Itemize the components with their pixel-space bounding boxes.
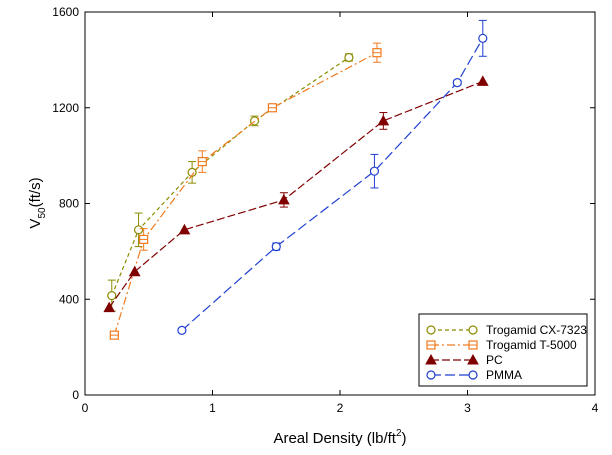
y-tick-label: 1600 — [52, 5, 79, 19]
legend-marker — [426, 370, 436, 380]
legend-marker — [468, 325, 478, 335]
legend-marker — [425, 353, 437, 365]
legend-marker — [468, 370, 478, 380]
y-tick-label: 400 — [59, 292, 79, 306]
legend-entry: PC — [425, 353, 503, 367]
x-tick-label: 4 — [592, 401, 599, 415]
data-point — [271, 241, 281, 252]
legend-label: PMMA — [486, 368, 522, 382]
series-line — [108, 80, 484, 308]
legend-marker — [426, 340, 436, 350]
x-tick-label: 3 — [464, 401, 471, 415]
data-point — [344, 52, 354, 63]
data-point — [139, 234, 149, 245]
series-layer — [103, 19, 489, 340]
x-tick-label: 0 — [82, 401, 89, 415]
data-point — [278, 193, 290, 205]
legend-entry: PMMA — [426, 368, 522, 382]
legend-marker — [426, 325, 436, 335]
series-0 — [107, 52, 354, 312]
data-point — [107, 291, 117, 301]
series-line — [181, 38, 484, 331]
data-point — [476, 75, 489, 86]
data-point — [452, 78, 462, 88]
data-point — [103, 301, 116, 313]
data-point — [133, 225, 144, 235]
legend-label: Trogamid T-5000 — [486, 338, 577, 352]
legend-entry: Trogamid CX-7323 — [426, 323, 587, 337]
x-tick-label: 1 — [209, 401, 216, 415]
axis-ticks: 0 1 2 3 4 0 400 800 1200 1600 — [52, 5, 598, 415]
data-point — [128, 265, 141, 277]
series-2 — [103, 75, 489, 313]
x-tick-label: 2 — [337, 401, 344, 415]
legend-marker — [467, 353, 479, 365]
legend-marker — [468, 340, 478, 350]
data-point — [178, 223, 191, 235]
x-axis-title: Areal Density (lb/ft2) — [273, 428, 406, 447]
y-tick-label: 1200 — [52, 101, 79, 115]
data-point — [267, 103, 278, 113]
legend-label: Trogamid CX-7323 — [486, 323, 587, 337]
data-point — [109, 330, 119, 340]
data-point — [197, 157, 207, 167]
data-point — [377, 114, 390, 126]
data-point — [372, 48, 382, 58]
y-axis-title: V50(ft/s) — [27, 177, 48, 228]
data-point — [478, 33, 488, 43]
data-point — [369, 166, 380, 176]
y-tick-label: 0 — [72, 388, 79, 402]
legend-box — [418, 313, 588, 387]
data-point — [177, 325, 187, 335]
data-point — [187, 167, 197, 177]
series-3 — [177, 19, 488, 335]
legend-entry: Trogamid T-5000 — [426, 338, 577, 352]
y-tick-label: 800 — [59, 197, 79, 211]
legend-label: PC — [486, 353, 503, 367]
